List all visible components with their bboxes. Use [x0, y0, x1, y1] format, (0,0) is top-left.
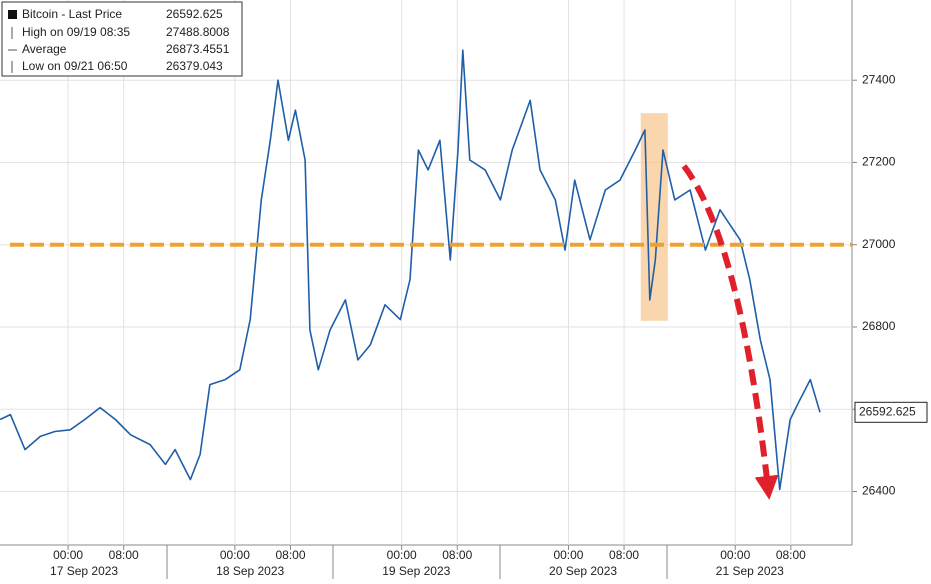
plot-area [0, 0, 852, 545]
legend: Bitcoin - Last Price 26592.625 High on 0… [1, 1, 243, 77]
day-label: 19 Sep 2023 [382, 564, 450, 578]
legend-label: Bitcoin - Last Price [22, 7, 122, 21]
y-tick-label: 27200 [862, 155, 896, 169]
day-label: 17 Sep 2023 [50, 564, 118, 578]
legend-label: Average [22, 42, 67, 56]
x-tick-label: 08:00 [275, 548, 305, 562]
legend-value: 27488.8008 [166, 25, 230, 39]
y-tick-label: 27400 [862, 72, 896, 86]
day-label: 21 Sep 2023 [716, 564, 784, 578]
annotation-arrow [681, 164, 779, 500]
x-tick-label: 08:00 [776, 548, 806, 562]
legend-value: 26379.043 [166, 59, 223, 73]
x-tick-label: 00:00 [387, 548, 417, 562]
legend-swatch [8, 10, 17, 19]
x-tick-label: 00:00 [220, 548, 250, 562]
x-tick-label: 08:00 [109, 548, 139, 562]
x-tick-label: 00:00 [553, 548, 583, 562]
x-tick-label: 00:00 [53, 548, 83, 562]
legend-value: 26873.4551 [166, 42, 230, 56]
day-label: 18 Sep 2023 [216, 564, 284, 578]
y-tick-label: 26400 [862, 484, 896, 498]
x-tick-label: 08:00 [609, 548, 639, 562]
y-tick-label: 26800 [862, 319, 896, 333]
last-price-tag [854, 401, 928, 423]
legend-box [1, 1, 243, 77]
y-tick-label: 27000 [862, 237, 896, 251]
day-label: 20 Sep 2023 [549, 564, 617, 578]
legend-label: High on 09/19 08:35 [22, 25, 130, 39]
price-line [0, 49, 821, 491]
last-price-label: 26592.625 [859, 404, 916, 418]
legend-value: 26592.625 [166, 7, 223, 21]
x-tick-label: 08:00 [442, 548, 472, 562]
legend-label: Low on 09/21 06:50 [22, 59, 128, 73]
x-tick-label: 00:00 [720, 548, 750, 562]
